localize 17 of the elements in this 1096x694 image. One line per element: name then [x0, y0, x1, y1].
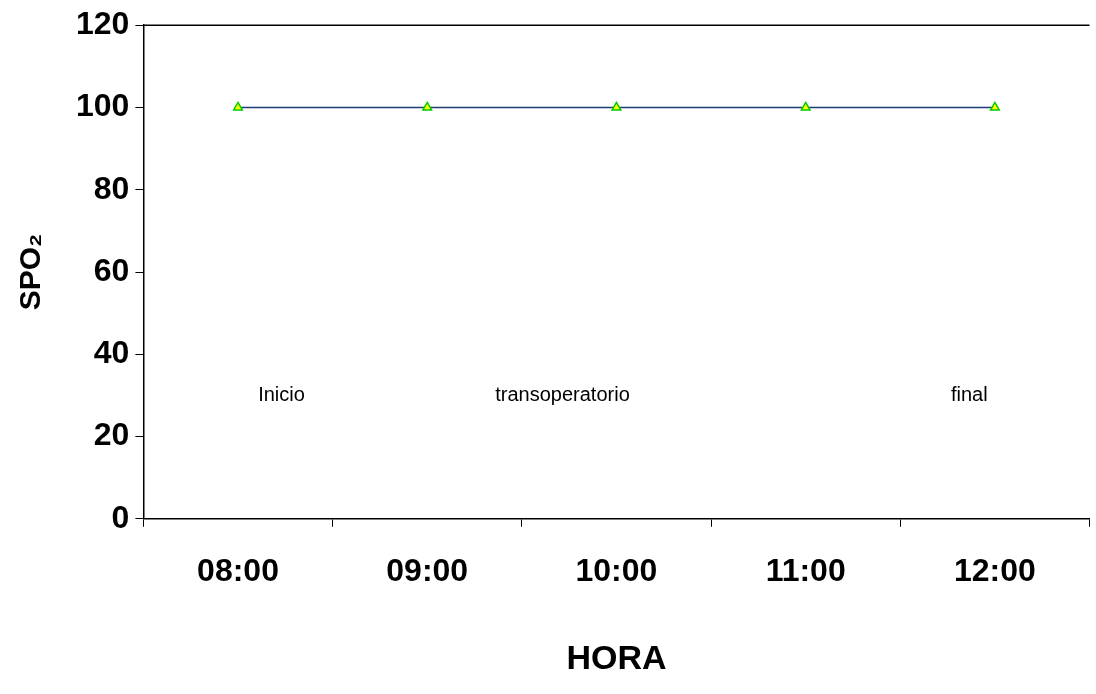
x-tick-label: 11:00	[765, 551, 846, 588]
x-tick-label: 09:00	[386, 551, 469, 588]
x-tick-label: 12:00	[953, 551, 1036, 588]
y-tick-label: 20	[93, 416, 130, 453]
y-tick-label: 0	[111, 498, 130, 535]
y-tick-label: 120	[76, 5, 130, 42]
x-tick-label: 08:00	[197, 551, 279, 588]
y-tick-label: 40	[93, 334, 130, 371]
annotation: final	[950, 382, 988, 405]
annotation: Inicio	[258, 382, 305, 405]
y-tick-label: 60	[93, 251, 130, 288]
x-axis-title: HORA	[566, 637, 667, 676]
annotation: transoperatorio	[495, 382, 630, 405]
y-axis-title: SPO₂	[13, 233, 47, 311]
y-tick-label: 80	[93, 169, 130, 206]
y-tick-label: 100	[76, 87, 130, 124]
x-tick-label: 10:00	[575, 551, 658, 588]
